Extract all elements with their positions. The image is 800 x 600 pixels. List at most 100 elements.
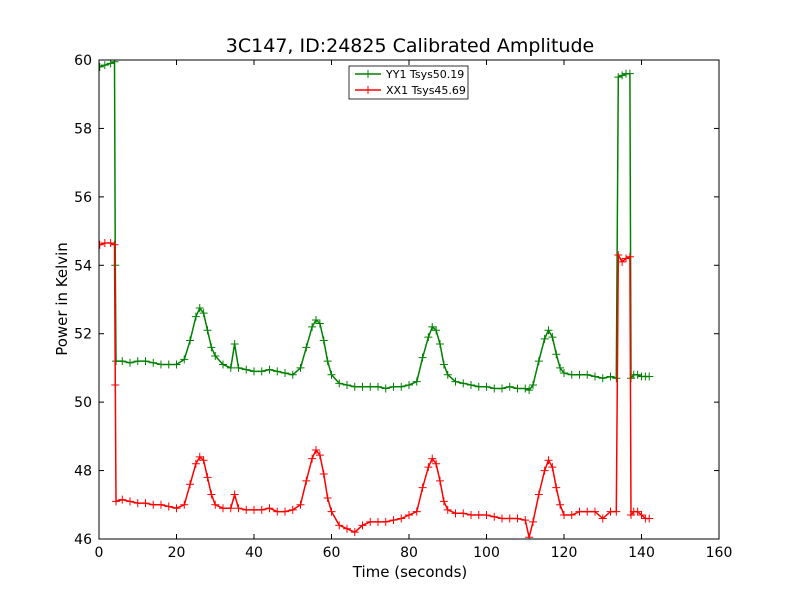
data-point <box>191 459 200 468</box>
data-point <box>467 381 475 390</box>
data-point <box>591 507 599 516</box>
data-point <box>273 507 282 516</box>
data-point <box>428 454 437 463</box>
legend-marker <box>364 70 372 78</box>
data-point <box>106 239 115 248</box>
data-point <box>302 476 311 485</box>
data-point <box>323 493 332 502</box>
series-yy1 <box>99 60 654 395</box>
data-point <box>186 480 195 489</box>
data-point <box>575 370 584 379</box>
data-point <box>315 319 324 328</box>
data-point <box>432 326 441 335</box>
data-point <box>302 343 311 352</box>
data-point <box>99 240 104 249</box>
data-point <box>111 381 120 390</box>
data-point <box>451 509 460 518</box>
data-point <box>219 504 227 513</box>
data-point <box>618 71 627 80</box>
data-point <box>335 379 344 388</box>
data-point <box>126 497 134 506</box>
data-point <box>308 454 317 463</box>
data-point <box>288 370 297 379</box>
data-point <box>389 382 398 391</box>
data-point <box>265 504 274 513</box>
data-point <box>412 507 421 516</box>
data-point <box>625 252 634 261</box>
data-point <box>230 490 239 499</box>
data-point <box>226 504 235 513</box>
data-point <box>319 469 328 478</box>
data-point <box>99 62 104 71</box>
data-point <box>358 521 367 530</box>
data-point <box>312 446 320 455</box>
data-point <box>207 490 216 499</box>
data-point <box>312 316 320 325</box>
data-point <box>548 463 557 472</box>
data-point <box>110 60 119 66</box>
series-xx1 <box>99 239 654 539</box>
data-point <box>389 516 398 525</box>
legend-label: XX1 Tsys45.69 <box>386 84 466 97</box>
data-point <box>133 499 142 508</box>
data-point <box>366 517 375 526</box>
data-point <box>505 382 514 391</box>
data-point <box>211 500 220 509</box>
y-tick-label: 54 <box>74 258 92 274</box>
data-point <box>622 254 630 263</box>
data-point <box>436 339 444 348</box>
data-point <box>645 514 654 523</box>
x-tick-label: 100 <box>473 545 500 561</box>
data-point <box>343 524 351 533</box>
y-tick-label: 48 <box>74 464 92 480</box>
data-point <box>141 499 150 508</box>
x-axis: 0 20 40 60 80 100 120 140 160 <box>95 60 733 561</box>
data-point <box>482 382 491 391</box>
data-point <box>552 483 561 492</box>
y-axis-label: Power in Kelvin <box>53 242 71 356</box>
data-point <box>118 495 127 504</box>
legend-marker <box>364 86 372 94</box>
data-point <box>612 374 621 383</box>
data-point <box>591 372 599 381</box>
data-point <box>358 382 367 391</box>
y-tick-label: 60 <box>74 53 92 69</box>
data-point <box>405 511 413 520</box>
data-point <box>207 343 216 352</box>
data-point <box>186 336 195 345</box>
data-point <box>513 514 522 523</box>
data-point <box>439 360 448 369</box>
data-point <box>327 370 336 379</box>
data-point <box>432 459 441 468</box>
data-point <box>598 514 607 523</box>
legend: YY1 Tsys50.19 XX1 Tsys45.69 <box>348 65 469 100</box>
y-axis: 46 48 50 52 54 56 58 60 <box>74 53 719 548</box>
y-tick-label: 52 <box>74 327 92 343</box>
data-point <box>219 360 227 369</box>
data-point <box>612 507 621 516</box>
data-point <box>490 512 499 521</box>
data-point <box>583 370 592 379</box>
legend-label: YY1 Tsys50.19 <box>385 68 464 81</box>
data-point <box>529 381 537 390</box>
x-tick-label: 160 <box>706 545 733 561</box>
data-point <box>540 466 549 475</box>
data-point <box>521 384 530 393</box>
data-point <box>424 463 433 472</box>
data-point <box>199 309 208 318</box>
data-point <box>164 502 173 511</box>
data-point <box>424 333 433 342</box>
data-point <box>141 357 150 366</box>
data-point <box>482 511 491 520</box>
data-point <box>412 377 421 386</box>
data-point <box>633 507 642 516</box>
data-point <box>180 500 189 509</box>
data-point <box>335 521 344 530</box>
data-point <box>281 507 289 516</box>
data-point <box>126 358 134 367</box>
data-point <box>180 355 189 364</box>
data-point <box>459 509 468 518</box>
data-point <box>234 504 243 513</box>
data-point <box>366 382 375 391</box>
data-point <box>567 511 576 520</box>
